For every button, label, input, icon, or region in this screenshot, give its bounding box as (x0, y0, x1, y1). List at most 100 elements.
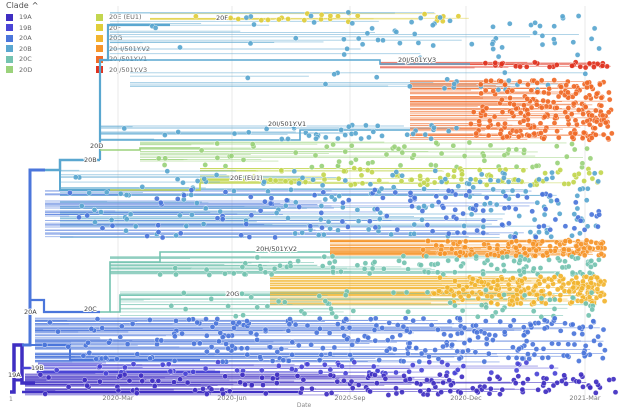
tip-19a (171, 379, 177, 386)
tip-20a (392, 189, 399, 196)
tip-20e (417, 173, 423, 179)
tip-20i (545, 98, 551, 105)
tip-20c (423, 253, 430, 260)
tip-19b (351, 359, 358, 366)
tip-20a (244, 345, 251, 352)
tip-20i (609, 130, 615, 137)
tip-20c (225, 303, 231, 309)
tip-20a (257, 354, 263, 360)
branch-label: 20F (216, 14, 228, 22)
tip-20a (292, 321, 299, 328)
legend-item-20d[interactable]: 20D (6, 65, 32, 76)
tip-20i (568, 111, 575, 117)
legend-item-19a[interactable]: 19A (6, 12, 32, 23)
tip-20b (378, 185, 385, 192)
tip-20a (94, 316, 101, 322)
tip-20f (193, 13, 199, 20)
tip-20a (562, 223, 569, 229)
tip-20c (396, 257, 402, 264)
tip-20a (510, 317, 517, 324)
tip-20h (448, 246, 455, 252)
legend-item-20c[interactable]: 20C (6, 54, 32, 65)
tip-20f (318, 12, 325, 18)
tip-20b (213, 172, 220, 178)
tip-20b (311, 19, 317, 26)
tip-20b (91, 207, 98, 213)
tip-19b (258, 367, 265, 374)
tip-20h (491, 252, 498, 258)
legend-item-20b[interactable]: 20B (6, 44, 32, 55)
tip-20b (201, 175, 207, 182)
tip-20i (575, 107, 582, 113)
tip-20j (482, 60, 489, 66)
tip-20i (477, 81, 484, 88)
tip-20a (433, 193, 440, 199)
tip-19a (487, 385, 494, 392)
tip-20b (591, 170, 598, 177)
tip-20a (179, 330, 185, 337)
tip-19b (304, 361, 311, 368)
legend-item-20a[interactable]: 20A (6, 33, 32, 44)
legend-header[interactable]: Clade ^ (6, 1, 38, 10)
tip-20a (409, 203, 415, 210)
tip-19a (459, 373, 465, 380)
legend-swatch (96, 45, 103, 53)
tip-20c (232, 313, 239, 320)
tip-20g (431, 290, 438, 297)
tip-20b (285, 215, 291, 221)
tip-20b (265, 188, 271, 195)
tip-20a (545, 354, 552, 361)
tip-20i (498, 78, 504, 85)
tip-20d (569, 141, 575, 147)
branch-20c-stem (30, 298, 100, 314)
tip-20a (283, 197, 290, 204)
tip-20a (386, 319, 393, 326)
tip-20f (455, 13, 462, 20)
tip-19a (438, 389, 445, 395)
tip-20a (394, 226, 401, 233)
tip-20g (579, 285, 586, 292)
tip-19a (486, 390, 493, 397)
tip-20g (444, 284, 451, 291)
tip-20b (79, 203, 85, 209)
tip-20g (457, 293, 464, 300)
tip-20i (517, 78, 523, 85)
tip-20b (480, 224, 487, 230)
tip-20e (278, 167, 285, 174)
tip-20c (551, 306, 558, 312)
tip-20e (351, 165, 358, 171)
legend-item-20e[interactable]: 20E (EU1) (96, 12, 150, 23)
tip-19a (208, 386, 215, 393)
tip-20e (421, 179, 427, 186)
tip-20e (570, 179, 577, 185)
tip-20a (106, 339, 112, 346)
tip-20d (401, 143, 408, 150)
tip-19a (525, 376, 531, 383)
tip-20i (593, 131, 599, 138)
tip-20i (598, 102, 605, 109)
tip-20c (362, 260, 369, 267)
branch-label: 19B (31, 364, 44, 372)
tip-20e (431, 179, 438, 186)
tip-20a (318, 210, 325, 216)
tip-20b (408, 19, 415, 25)
legend-item-20f[interactable]: 20F (96, 23, 150, 34)
tip-20a (203, 316, 209, 322)
tip-20a (84, 212, 90, 219)
tip-20b (574, 52, 581, 58)
tip-20b (355, 218, 362, 224)
tip-20b (336, 193, 343, 199)
legend-item-19b[interactable]: 19B (6, 23, 32, 34)
tip-20g (526, 290, 533, 297)
tip-20a (486, 331, 493, 338)
tip-20a (490, 337, 496, 343)
chevron-up-icon[interactable]: ^ (31, 1, 39, 10)
tip-20a (286, 321, 293, 328)
tip-20b (370, 128, 377, 135)
tip-20j (546, 64, 553, 70)
tip-19b (190, 369, 196, 375)
tip-19a (220, 390, 226, 397)
tip-20i (579, 135, 586, 141)
tip-19a (117, 372, 124, 379)
legend-item-20g[interactable]: 20G (96, 33, 150, 44)
